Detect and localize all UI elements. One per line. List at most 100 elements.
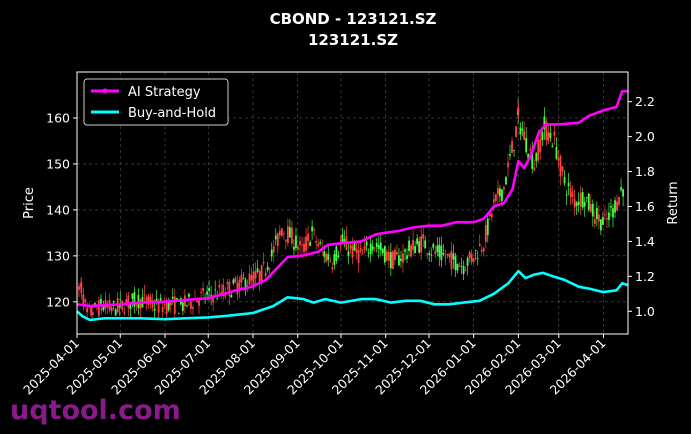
candle-body xyxy=(102,306,105,311)
candle-body xyxy=(293,246,295,250)
candle-body xyxy=(396,251,398,255)
candle-body xyxy=(351,245,354,258)
candle-body xyxy=(606,218,608,220)
candle-body xyxy=(492,199,495,203)
candle-body xyxy=(106,305,109,308)
candle-body xyxy=(82,293,85,307)
candle-body xyxy=(159,298,162,302)
candle-body xyxy=(129,302,132,309)
candle-body xyxy=(519,127,522,135)
candle-body xyxy=(462,266,465,274)
candle-body xyxy=(248,273,251,285)
candle-body xyxy=(389,252,392,269)
legend-label-buy-and-hold: Buy-and-Hold xyxy=(128,106,216,121)
candle-body xyxy=(535,152,538,162)
candle-body xyxy=(593,219,596,225)
candle-body xyxy=(198,299,200,306)
candle-body xyxy=(387,251,390,261)
y-axis-left: 120 130 140 150 160 xyxy=(46,110,77,309)
legend-marker-ai-strategy xyxy=(102,88,108,94)
candle-body xyxy=(284,239,287,242)
candle-body xyxy=(188,293,190,297)
candle-body xyxy=(440,245,443,261)
candle-body xyxy=(618,196,620,205)
candle-body xyxy=(149,296,152,304)
candle-body xyxy=(581,192,584,208)
candle-body xyxy=(112,301,115,303)
candle-body xyxy=(555,146,558,159)
candle-body xyxy=(91,312,94,315)
candle-body xyxy=(365,241,368,246)
candle-body xyxy=(373,247,376,249)
candle-body xyxy=(98,300,100,317)
candle-body xyxy=(589,204,592,212)
candle-body xyxy=(288,227,291,238)
candle-body xyxy=(476,258,479,259)
candle-body xyxy=(488,210,491,217)
candle-body xyxy=(436,245,439,253)
candle-body xyxy=(567,182,570,187)
candle-body xyxy=(192,307,194,309)
candle-body xyxy=(557,158,560,161)
ai-strategy-line xyxy=(76,89,628,308)
candle-body xyxy=(90,306,93,316)
candle-body xyxy=(496,188,499,195)
candle-body xyxy=(337,255,340,257)
candle-body xyxy=(470,253,473,262)
candle-body xyxy=(450,251,453,270)
y-right-tick-label-0: 1.0 xyxy=(635,304,655,319)
candle-body xyxy=(100,308,103,311)
candle-body xyxy=(521,128,524,131)
y-right-tick-label-2: 1.4 xyxy=(635,234,655,249)
candle-body xyxy=(349,244,352,249)
candle-body xyxy=(561,166,564,172)
y-right-tick-label-4: 1.8 xyxy=(635,164,655,179)
candle-body xyxy=(559,155,562,176)
candle-body xyxy=(515,126,517,138)
candle-body xyxy=(361,253,364,255)
candle-body xyxy=(329,260,332,262)
candle-body xyxy=(426,253,429,255)
candle-body xyxy=(303,243,305,252)
candle-body xyxy=(216,298,219,300)
candle-body xyxy=(119,299,122,300)
candle-body xyxy=(381,248,384,254)
candle-body xyxy=(509,153,511,156)
candle-body xyxy=(206,291,209,295)
candle-body xyxy=(490,213,493,218)
candle-body xyxy=(250,275,253,281)
candle-body xyxy=(167,300,170,311)
candle-body xyxy=(565,194,568,196)
candle-body xyxy=(595,207,598,219)
candle-body xyxy=(391,251,394,269)
candle-body xyxy=(547,131,550,142)
candle-body xyxy=(551,145,554,147)
candle-body xyxy=(537,139,540,160)
candle-body xyxy=(466,258,469,266)
candle-body xyxy=(597,214,600,222)
candle-body xyxy=(325,253,328,262)
candle-body xyxy=(484,225,487,242)
candle-body xyxy=(353,243,356,251)
candle-body xyxy=(254,270,257,279)
candle-body xyxy=(472,258,475,262)
candle-body xyxy=(444,257,447,258)
candle-body xyxy=(317,243,320,247)
candle-body xyxy=(270,249,273,257)
y-right-tick-label-1: 1.2 xyxy=(635,269,655,284)
candle-body xyxy=(305,236,307,251)
candle-body xyxy=(347,251,350,256)
y-left-tick-label-2: 140 xyxy=(46,202,70,217)
candle-body xyxy=(234,277,237,283)
candle-body xyxy=(327,254,330,261)
candle-body xyxy=(575,202,578,206)
candle-body xyxy=(220,291,223,294)
candle-body xyxy=(357,250,360,264)
candle-body xyxy=(569,188,572,197)
candle-body xyxy=(454,256,457,271)
candle-body xyxy=(383,246,386,263)
candle-body xyxy=(226,282,229,284)
candle-body xyxy=(96,307,98,309)
candle-body xyxy=(147,296,150,306)
